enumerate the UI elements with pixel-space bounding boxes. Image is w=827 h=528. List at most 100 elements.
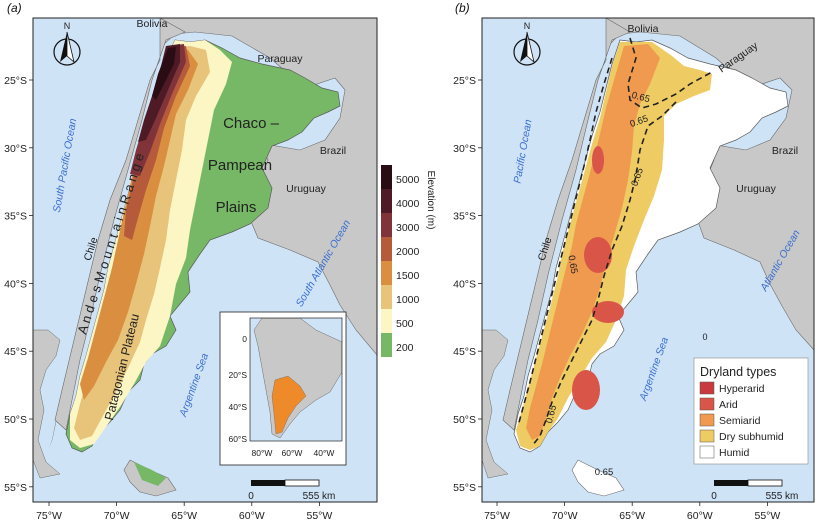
label-chaco-1: Chaco – — [223, 115, 280, 132]
panel-b: (b) Bolivia Paraguay Brazil Uruguay Chil… — [455, 1, 815, 503]
elevation-legend-value: 5000 — [396, 174, 420, 186]
chile-archipelago — [33, 329, 61, 479]
lon-tick-label: 65°W — [619, 510, 645, 522]
lat-tick-label: 50°S — [453, 414, 476, 426]
chile-archipelago-b — [482, 329, 509, 479]
scale-zero-b: 0 — [711, 491, 717, 502]
north-arrow-b: N — [513, 21, 541, 66]
chile-land — [54, 18, 186, 431]
elevation-legend-swatch — [381, 261, 392, 285]
dryland-legend-swatch — [699, 429, 715, 443]
scale-max-b: 555 km — [766, 491, 799, 502]
lat-tick-label: 55°S — [4, 482, 27, 494]
elevation-legend-value: 2000 — [396, 246, 420, 258]
elevation-legend-title: Elevation (m) — [425, 171, 436, 230]
lon-tick-label: 60°W — [687, 510, 713, 522]
lat-tick-label: 35°S — [453, 211, 476, 223]
panel-a-label: (a) — [7, 1, 22, 15]
elevation-1500 — [80, 50, 198, 400]
contour-line — [531, 101, 677, 447]
axes-b: 25°S 30°S 35°S 40°S 45°S 50°S 55°S 75°W 70°W 65°W… — [453, 75, 780, 522]
arid-zone — [592, 146, 604, 174]
arid-zone — [584, 237, 612, 273]
scale-zero-a: 0 — [248, 491, 254, 502]
elevation-legend-swatch — [381, 237, 392, 261]
elevation-legend-swatch — [381, 189, 392, 213]
label-chaco-3: Plains — [216, 199, 257, 216]
label-uruguay-b: Uruguay — [736, 183, 776, 195]
map-frame-b — [481, 17, 815, 503]
dryland-legend-label: Hyperarid — [719, 383, 765, 395]
lat-tick-label: 25°S — [453, 75, 476, 87]
dryland-legend-swatch — [699, 413, 715, 427]
north-arrow-a: N — [53, 21, 81, 66]
contour-line — [517, 57, 613, 427]
tierra-del-fuego-b — [571, 459, 625, 497]
lat-tick-label: 40°S — [453, 278, 476, 290]
lat-tick-label: 55°S — [453, 482, 476, 494]
elevation-legend-swatch — [381, 213, 392, 237]
lat-tick-label: 50°S — [4, 414, 27, 426]
lon-tick-label: 55°W — [307, 510, 333, 522]
lat-tick-label: 45°S — [4, 346, 27, 358]
chile-land-b — [502, 18, 631, 431]
lon-tick-label: 55°W — [755, 510, 781, 522]
contour-label: 0.65 — [544, 404, 559, 425]
elevation-legend-value: 1500 — [396, 270, 420, 282]
inset-y-tick: 0 — [242, 334, 247, 344]
tierra-del-fuego-arg — [134, 462, 166, 486]
inset-x-tick: 60°W — [282, 448, 303, 458]
scale-bar-b: 0 555 km — [711, 479, 799, 502]
label-uruguay-a: Uruguay — [286, 183, 326, 195]
inset-x-tick: 80°W — [252, 448, 273, 458]
panel-a: (a) Bolivia Paraguay Brazil — [7, 1, 436, 503]
label-bolivia-b: Bolivia — [628, 23, 659, 35]
dryland-legend-swatch — [699, 381, 715, 395]
dryland-legend-label: Arid — [719, 399, 738, 411]
lat-tick-label: 40°S — [4, 278, 27, 290]
dryland-legend-swatch — [699, 397, 715, 411]
elevation-legend-swatch — [381, 309, 392, 333]
elevation-legend-value: 4000 — [396, 198, 420, 210]
lat-tick-label: 30°S — [4, 143, 27, 155]
inset-y-tick: 60°S — [228, 434, 247, 444]
lat-tick-label: 25°S — [4, 75, 27, 87]
elevation-legend-swatch — [381, 333, 392, 357]
label-brazil-b: Brazil — [772, 145, 798, 157]
lon-tick-label: 70°W — [104, 510, 130, 522]
lon-tick-label: 75°W — [36, 510, 62, 522]
elevation-legend-value: 1000 — [396, 294, 420, 306]
elevation-2000 — [124, 46, 190, 240]
arid-zone — [592, 301, 624, 323]
lat-tick-label: 45°S — [453, 346, 476, 358]
lat-tick-label: 30°S — [453, 143, 476, 155]
inset-x-tick: 40°W — [314, 448, 335, 458]
pacific-coast-mask-b — [482, 18, 606, 485]
inset-argentina — [271, 375, 307, 435]
lon-tick-label: 75°W — [484, 510, 510, 522]
axes-a: 25°S 30°S 35°S 40°S 45°S 50°S 55°S 75°W 70°W 65°W… — [4, 75, 332, 522]
zero-label: 0 — [702, 332, 707, 342]
map-frame-a — [32, 17, 378, 503]
dryland-legend-title: Dryland types — [700, 365, 776, 379]
pacific-coast-mask — [33, 18, 160, 485]
elevation-legend-value: 3000 — [396, 222, 420, 234]
lon-tick-label: 70°W — [552, 510, 578, 522]
elevation-legend-value: 200 — [396, 342, 414, 354]
scale-bar-a: 0 555 km — [248, 479, 335, 502]
lon-tick-label: 60°W — [239, 510, 265, 522]
elevation-legend-swatch — [381, 165, 392, 189]
contour-label: 0.65 — [565, 255, 579, 275]
inset-y-tick: 40°S — [228, 402, 247, 412]
inset-map: 0 20°S 40°S 60°S 80°W 60°W 40°W — [219, 311, 347, 466]
dryland-legend-label: Semiarid — [719, 415, 761, 427]
dryland-legend-label: Dry subhumid — [719, 431, 784, 443]
label-paraguay-a: Paraguay — [258, 53, 304, 65]
lon-tick-label: 65°W — [171, 510, 197, 522]
inset-y-tick: 20°S — [228, 370, 247, 380]
panel-b-label: (b) — [455, 1, 470, 15]
lat-tick-label: 35°S — [4, 211, 27, 223]
elevation-legend-swatch — [381, 285, 392, 309]
label-bolivia-a: Bolivia — [137, 18, 168, 30]
